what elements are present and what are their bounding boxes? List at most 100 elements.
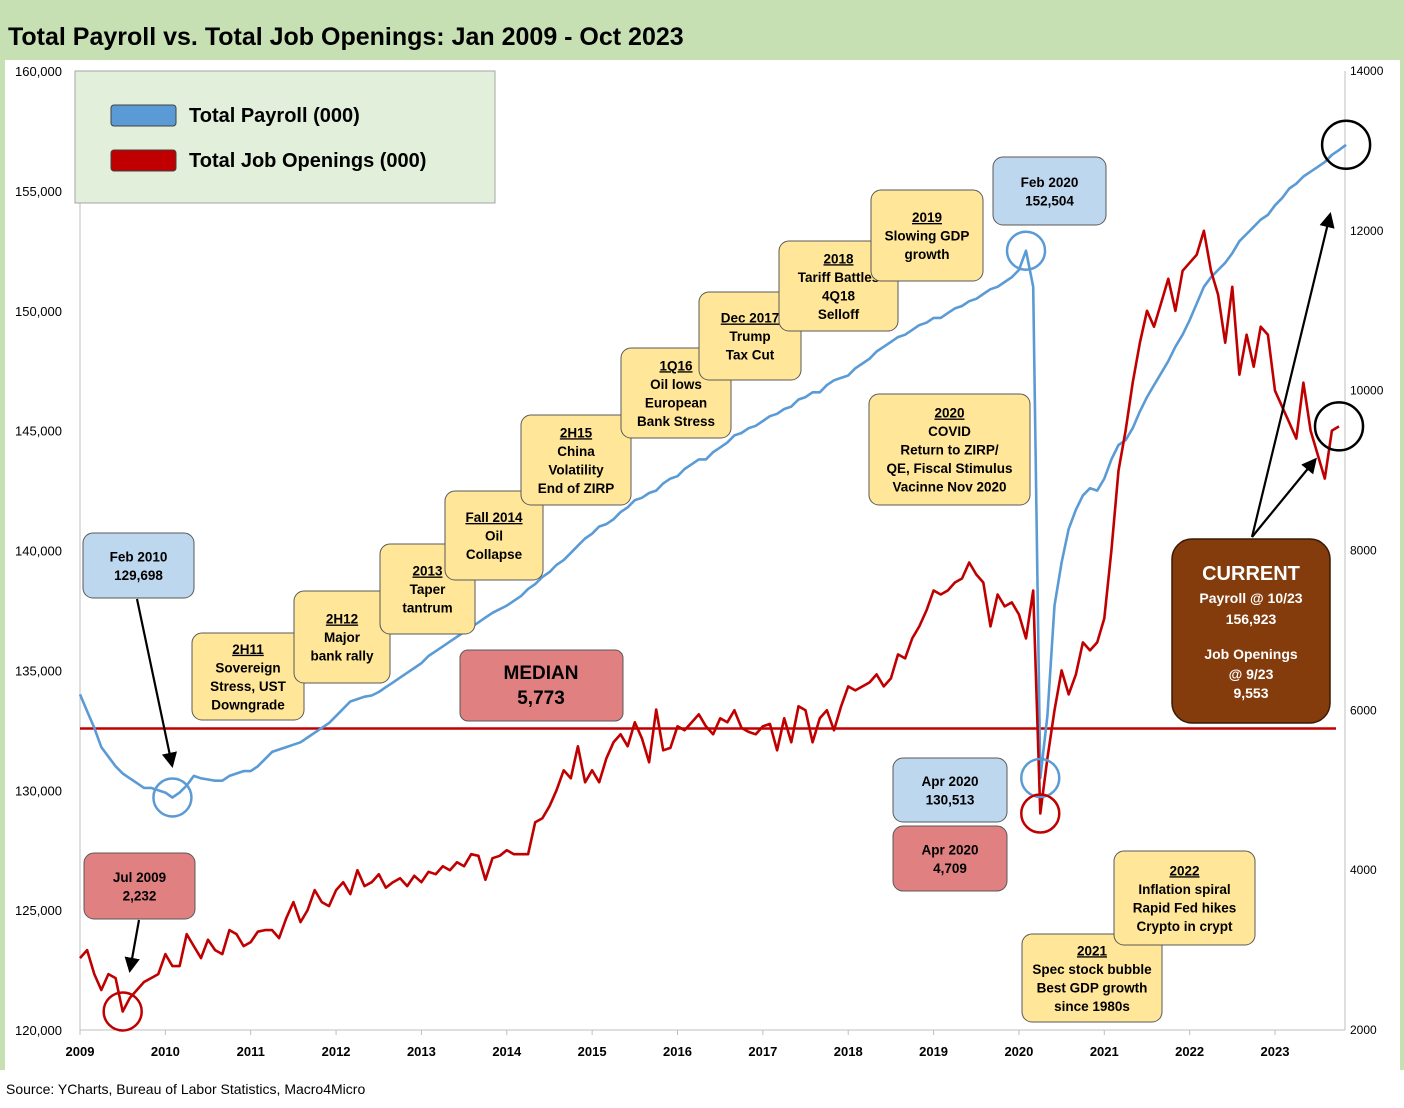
x-tick-label: 2019	[919, 1044, 948, 1059]
current-line: 9,553	[1233, 685, 1268, 701]
y-right-tick-label: 8000	[1350, 544, 1377, 558]
annotation-line: 4Q18	[822, 288, 856, 303]
y-right-tick-label: 12000	[1350, 224, 1384, 238]
x-tick-label: 2023	[1261, 1044, 1290, 1059]
annotation-line: Major	[324, 630, 361, 645]
y-left-tick-label: 160,000	[15, 64, 62, 79]
annotation-line: Apr 2020	[921, 842, 978, 857]
current-box-bg	[1171, 538, 1331, 724]
annotation-line: 4,709	[933, 861, 967, 876]
annotation-line: 2013	[412, 564, 443, 579]
annotation-2h15: 2H15 China Volatility End of ZIRP	[520, 414, 632, 506]
annotation-line: End of ZIRP	[538, 481, 615, 496]
annotation-box	[1021, 933, 1163, 1023]
x-tick-label: 2016	[663, 1044, 692, 1059]
source-note: Source: YCharts, Bureau of Labor Statist…	[6, 1081, 365, 1097]
x-tick-label: 2011	[237, 1044, 265, 1059]
annotation-line: Trump	[729, 329, 770, 344]
annotations: Feb 2010 129,698 Jul 2009 2,232 2H11 Sovereig…	[82, 156, 1331, 1023]
x-tick-label: 2014	[492, 1044, 522, 1059]
annotation-line: Feb 2010	[110, 549, 168, 564]
annotation-box	[892, 825, 1008, 892]
annotation-line: bank rally	[310, 649, 374, 664]
current-payroll-highlight-circle	[1320, 119, 1372, 171]
annotation-apr2020o: Apr 2020 4,709	[892, 825, 1008, 892]
y-right-tick-label: 14000	[1350, 64, 1384, 78]
jul2009-highlight-circle	[102, 991, 143, 1032]
highlight-circles	[102, 119, 1372, 1032]
annotation-line: tantrum	[402, 601, 452, 616]
current-line: 156,923	[1226, 611, 1277, 627]
feb2010-highlight-circle	[152, 777, 193, 818]
annotation-feb2010: Feb 2010 129,698	[82, 532, 195, 599]
annotation-line: since 1980s	[1054, 999, 1130, 1014]
annotation-line: 1Q16	[659, 358, 693, 373]
annotation-2018: 2018 Tariff Battles 4Q18 Selloff	[778, 240, 899, 332]
legend-label: Total Payroll (000)	[189, 105, 360, 127]
annotation-covid2020: 2020 COVID Return to ZIRP/QE, Fiscal Stimu…	[868, 393, 1031, 506]
x-tick-label: 2010	[151, 1044, 180, 1059]
annotation-line: Downgrade	[211, 697, 285, 712]
annotation-box	[698, 291, 802, 381]
annotation-line: Taper	[410, 582, 447, 597]
annotation-line: Fall 2014	[465, 510, 523, 525]
annotation-line: Crypto in crypt	[1136, 919, 1233, 934]
annotation-line: Return to ZIRP/	[900, 443, 998, 458]
annotation-line: Slowing GDP	[885, 229, 970, 244]
annotation-box	[992, 156, 1107, 226]
x-tick-label: 2021	[1090, 1044, 1119, 1059]
current-openings-arrow	[1251, 457, 1317, 538]
annotation-line: Rapid Fed hikes	[1133, 900, 1237, 915]
chart-title: Total Payroll vs. Total Job Openings: Ja…	[8, 23, 684, 51]
legend-swatch	[110, 104, 177, 127]
annotation-box	[868, 393, 1031, 506]
annotation-line: Apr 2020	[921, 774, 978, 789]
median-box-bg	[459, 649, 624, 722]
annotation-line: Best GDP growth	[1037, 980, 1148, 995]
annotation-line: 2018	[823, 251, 854, 266]
annotation-2022: 2022 Inflation spiral Rapid Fed hikes Crypt…	[1113, 850, 1256, 946]
annotation-line: 2019	[912, 210, 942, 225]
median-label: MEDIAN	[504, 663, 579, 684]
job-openings-series-line	[79, 229, 1340, 1013]
annotation-box	[892, 757, 1008, 823]
series-layer	[78, 143, 1347, 1013]
annotation-line: Selloff	[818, 307, 860, 322]
annotation-box	[520, 414, 632, 506]
y-right-tick-label: 6000	[1350, 703, 1377, 717]
y-left-tick-label: 150,000	[15, 304, 62, 319]
annotation-2019: 2019 Slowing GDP growth	[870, 189, 984, 282]
annotation-line: QE, Fiscal Stimulus	[886, 461, 1012, 476]
annotation-box	[82, 532, 195, 599]
annotation-line: 2020	[934, 406, 964, 421]
annotation-box	[778, 240, 899, 332]
annotation-box	[293, 590, 391, 684]
apr2020-openings-highlight-circle	[1020, 793, 1061, 834]
annotation-2021: 2021 Spec stock bubble Best GDP growth sinc…	[1021, 933, 1163, 1023]
annotation-line: Dec 2017	[721, 311, 780, 326]
current-payroll-arrow	[1250, 212, 1335, 538]
x-tick-label: 2009	[66, 1044, 95, 1059]
annotation-line: Oil	[485, 529, 503, 544]
current-heading: CURRENT	[1202, 563, 1300, 585]
current-line: Job Openings	[1204, 646, 1298, 662]
y-left-tick-label: 155,000	[15, 184, 62, 199]
annotation-box	[1113, 850, 1256, 946]
annotation-line: Sovereign	[215, 660, 280, 675]
current-openings-highlight-circle	[1313, 401, 1365, 452]
payroll-series-line	[78, 143, 1347, 799]
x-tick-label: 2015	[578, 1044, 607, 1059]
y-right-tick-label: 2000	[1350, 1023, 1377, 1037]
y-left-tick-label: 120,000	[15, 1023, 62, 1038]
annotation-line: Volatility	[548, 462, 604, 477]
y-left-tick-label: 130,000	[15, 783, 62, 798]
feb2010-arrow	[135, 598, 177, 769]
x-tick-label: 2012	[322, 1044, 351, 1059]
y-left-tick-label: 125,000	[15, 903, 62, 918]
y-left-tick-label: 135,000	[15, 663, 62, 678]
annotation-line: 2022	[1169, 863, 1199, 878]
annotation-line: 130,513	[926, 792, 975, 807]
median-box: MEDIAN 5,773	[459, 649, 624, 722]
legend-box	[74, 70, 496, 204]
